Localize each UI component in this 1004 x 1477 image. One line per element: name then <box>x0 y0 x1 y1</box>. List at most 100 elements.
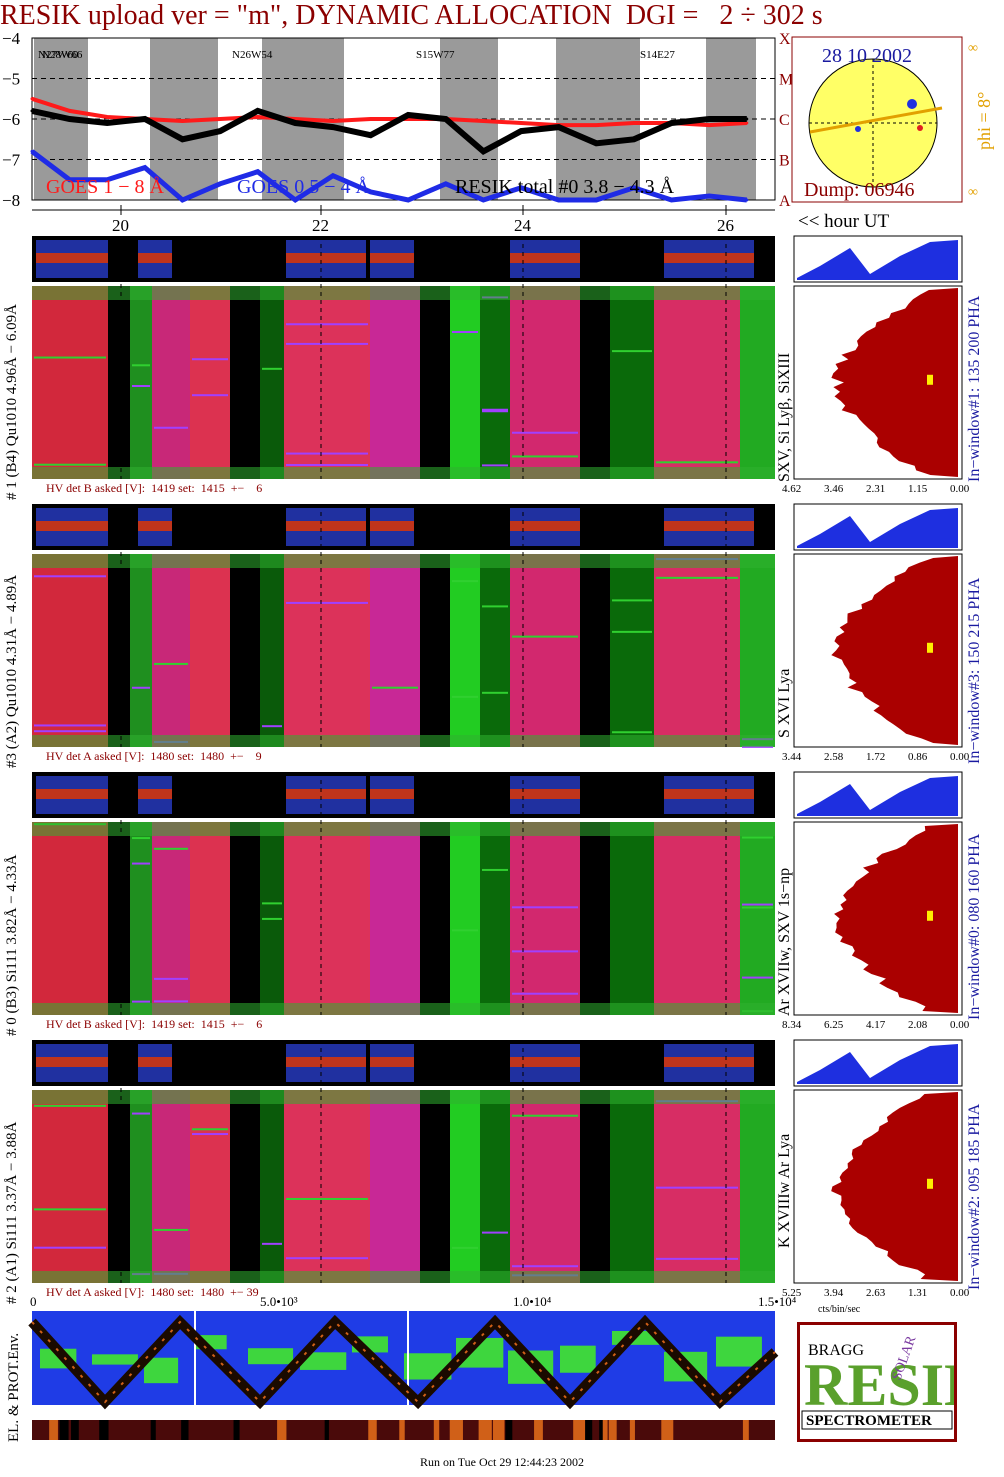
strip-line <box>36 521 108 531</box>
spectrogram-speckle <box>262 917 282 920</box>
spectrogram-speckle <box>512 455 578 458</box>
channel-4-window-label: In−window#2: 095 185 PHA <box>966 1103 983 1290</box>
goes-point <box>30 149 34 153</box>
spectrogram-column-13 <box>580 286 610 479</box>
hour-axis-label: << hour UT <box>798 211 890 232</box>
env-strip-band <box>483 1420 492 1440</box>
spectrogram-speckle <box>132 686 150 689</box>
env-strip-band <box>661 1420 674 1440</box>
profile-histogram <box>831 288 958 477</box>
env-patch <box>716 1336 762 1367</box>
profile-scale-unit: cts/bin/sec <box>818 1304 861 1315</box>
profile-scale-tick: 3.94 <box>824 1287 844 1299</box>
logo-sub: SPECTROMETER <box>806 1413 932 1429</box>
env-strip-band <box>573 1420 586 1440</box>
env-patch <box>92 1354 138 1365</box>
env-strip-band <box>608 1420 617 1440</box>
strip-line <box>370 253 414 263</box>
spectrogram-column-3 <box>152 1090 190 1283</box>
spectrogram-speckle <box>656 576 738 579</box>
logo-bragg: BRAGG <box>808 1342 864 1359</box>
sun-dump: Dump: 06946 <box>804 179 915 201</box>
goes-class-tick: B <box>779 153 790 170</box>
spectrogram-speckle <box>154 977 188 980</box>
bottom-x-tick: 5.0•10³ <box>260 1294 298 1309</box>
strip-line <box>286 789 366 799</box>
goes-point <box>444 182 448 186</box>
profile-scale-tick: 0.86 <box>908 751 928 763</box>
spectrogram-column-7 <box>284 554 370 747</box>
env-strip-band <box>369 1420 377 1440</box>
spectrogram-speckle <box>154 1000 188 1003</box>
spectrogram-speckle <box>132 385 150 388</box>
spectrogram-column-6 <box>260 286 284 479</box>
hv-text-2: HV det A asked [V]: 1480 set: 1480 +− 9 <box>46 749 262 763</box>
spectrogram-column-10 <box>450 1090 480 1283</box>
spectrogram-speckle <box>512 635 578 638</box>
spectrogram-speckle <box>286 323 368 326</box>
spectrogram-column-9 <box>420 822 450 1015</box>
pha-histogram <box>797 776 958 816</box>
goes-point <box>707 117 711 121</box>
spectrogram-speckle <box>452 331 478 334</box>
spectrogram-column-16 <box>740 554 775 747</box>
spectrogram-column-12 <box>510 1090 580 1283</box>
goes-point <box>519 121 523 125</box>
spectrogram-speckle <box>286 464 368 467</box>
spectrogram-column-1 <box>108 822 130 1015</box>
goes-class-tick: C <box>779 112 790 129</box>
goes-class-tick: M <box>779 72 793 89</box>
sun-phi: phi = 8° <box>974 92 994 150</box>
active-region-label: N26W54 <box>232 49 273 61</box>
env-strip-band <box>478 1420 488 1440</box>
strip-line <box>370 521 414 531</box>
goes-point <box>293 121 297 125</box>
pha-histogram <box>797 1044 958 1084</box>
profile-scale-tick: 5.25 <box>782 1287 802 1299</box>
channel-panel-2: 3.44 2.58 1.72 0.86 0.00 <box>32 503 970 763</box>
bottom-x-tick: 1.0•10⁴ <box>513 1294 552 1309</box>
spectrogram-column-7 <box>284 822 370 1015</box>
orbit-track-highlight <box>31 1320 776 1404</box>
spectrogram-column-10 <box>450 822 480 1015</box>
goes-point <box>481 198 485 202</box>
goes-point <box>745 121 749 125</box>
spectrogram-edge-top <box>32 554 775 568</box>
spectrogram-column-3 <box>152 822 190 1015</box>
spectrogram-speckle <box>612 599 652 602</box>
active-region-label: S14E27 <box>640 49 675 61</box>
spectrogram-speckle <box>482 691 508 694</box>
strip-line <box>286 253 366 263</box>
hv-text-4: HV det A asked [V]: 1480 set: 1480 +− 39 <box>46 1285 259 1299</box>
spectrogram-speckle <box>482 605 508 608</box>
goes-series-2 <box>31 107 747 156</box>
spectrogram-column-8 <box>370 822 420 1015</box>
env-strip-band <box>629 1420 635 1440</box>
goes-point <box>594 198 598 202</box>
goes-point <box>707 194 711 198</box>
spectrogram-column-4 <box>190 822 230 1015</box>
channel-3-left-label: # 0 (B3) Si111 3.82Å − 4.33Å <box>4 854 20 1036</box>
spectrogram-speckle <box>452 580 478 583</box>
goes-y-tick: −7 <box>2 151 21 170</box>
profile-scale-tick: 2.31 <box>866 483 885 495</box>
spectrogram-speckle <box>192 358 228 361</box>
profile-scale-tick: 1.31 <box>908 1287 927 1299</box>
env-label: EL. & PROT.Env. <box>6 1332 22 1442</box>
strip-line <box>664 253 754 263</box>
goes-point <box>180 137 184 141</box>
spectrogram-column-15 <box>654 822 740 1015</box>
goes-point <box>331 174 335 178</box>
spectrogram-speckle <box>482 1231 508 1234</box>
spectrogram-speckle <box>452 929 478 932</box>
bottom-x-tick: 0 <box>30 1294 37 1309</box>
channel-1-line-label: SXV, Si Lyβ, SiXIII <box>776 352 793 482</box>
spectrogram-column-5 <box>230 286 260 479</box>
env-strip-band <box>584 1420 593 1440</box>
env-strip-band <box>71 1420 79 1440</box>
spectrogram-speckle <box>34 356 106 359</box>
env-strip-band <box>324 1420 329 1440</box>
spectrogram-speckle <box>34 463 106 466</box>
env-strip-band <box>49 1420 58 1440</box>
active-region-label: N27W60 <box>38 49 79 61</box>
